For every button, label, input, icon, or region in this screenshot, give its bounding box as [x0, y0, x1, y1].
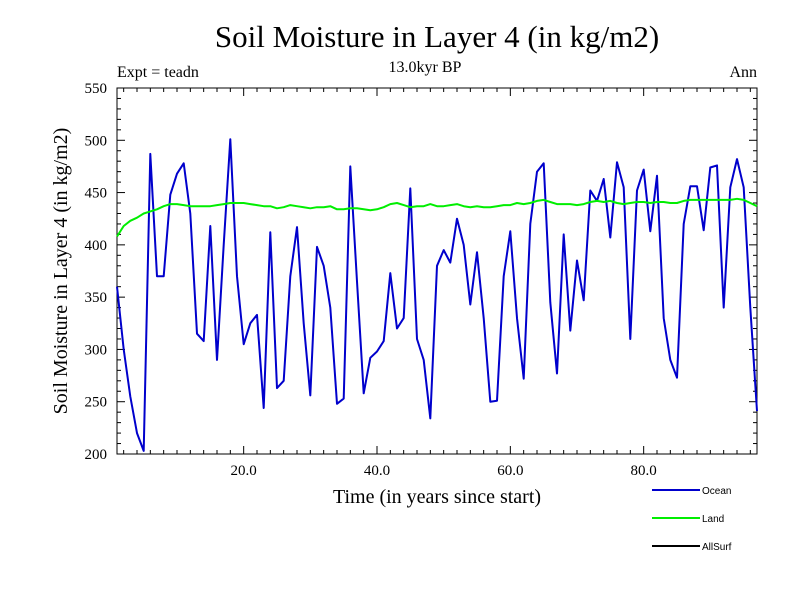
y-tick-label: 250: [85, 395, 108, 411]
y-tick-label: 400: [85, 238, 108, 254]
legend-label-ocean: Ocean: [702, 486, 731, 497]
y-tick-label: 500: [85, 133, 108, 149]
chart-subtitle: 13.0kyr BP: [389, 59, 462, 76]
series-line-ocean: [116, 138, 758, 452]
x-axis: 20.0 40.0 60.0 80.0: [123, 88, 751, 479]
y-tick-label: 450: [85, 186, 108, 202]
period-label: Ann: [729, 64, 757, 81]
x-axis-title: Time (in years since start): [333, 486, 541, 508]
y-tick-label: 350: [85, 290, 108, 306]
legend-label-allsurf: AllSurf: [702, 542, 732, 553]
x-tick-label: 20.0: [231, 463, 257, 479]
chart-title: Soil Moisture in Layer 4 (in kg/m2): [215, 19, 659, 54]
series-line-land: [116, 197, 758, 238]
x-tick-label: 40.0: [364, 463, 390, 479]
legend: Ocean Land AllSurf: [652, 486, 732, 553]
y-tick-label: 550: [85, 81, 108, 97]
x-tick-label: 80.0: [631, 463, 657, 479]
y-axis: 200 250 300 350 400 450 500 550: [85, 81, 757, 463]
y-axis-title: Soil Moisture in Layer 4 (in kg/m2): [50, 128, 72, 415]
y-tick-label: 200: [85, 447, 108, 463]
series-lines: [116, 138, 758, 452]
x-tick-label: 60.0: [497, 463, 523, 479]
experiment-label: Expt = teadn: [117, 64, 199, 81]
y-tick-label: 300: [85, 342, 108, 358]
plot-frame: [116, 87, 758, 455]
legend-label-land: Land: [702, 514, 724, 525]
